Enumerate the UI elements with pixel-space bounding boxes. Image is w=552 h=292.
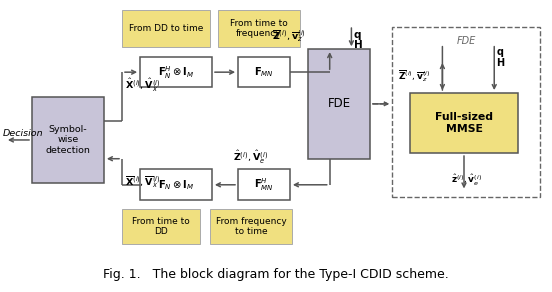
Bar <box>140 57 212 88</box>
Text: $\mathbf{F}_N \otimes \mathbf{I}_M$: $\mathbf{F}_N \otimes \mathbf{I}_M$ <box>158 178 194 192</box>
Text: FDE: FDE <box>327 97 351 110</box>
Text: $\overline{\mathbf{X}}^{(i)},\overline{\mathbf{V}}_x^{(i)}$: $\overline{\mathbf{X}}^{(i)},\overline{\… <box>125 174 161 190</box>
Text: $\hat{\mathbf{z}}^{(i)},\hat{\mathbf{v}}_e^{(i)}$: $\hat{\mathbf{z}}^{(i)},\hat{\mathbf{v}}… <box>452 173 482 188</box>
Bar <box>238 57 290 88</box>
Text: Fig. 1.   The block diagram for the Type-I CDID scheme.: Fig. 1. The block diagram for the Type-I… <box>103 268 449 281</box>
Bar <box>32 97 104 182</box>
Text: From time to
frequency: From time to frequency <box>230 19 288 38</box>
Bar <box>210 209 292 244</box>
Text: $\overline{\mathbf{Z}}^{(i)},\overline{\mathbf{v}}_z^{(i)}$: $\overline{\mathbf{Z}}^{(i)},\overline{\… <box>272 28 306 44</box>
Text: $\mathbf{q}$: $\mathbf{q}$ <box>353 29 362 41</box>
Bar <box>238 169 290 200</box>
Text: From DD to time: From DD to time <box>129 24 203 33</box>
Text: $\hat{\mathbf{X}}^{(i)},\hat{\mathbf{V}}_x^{(i)}$: $\hat{\mathbf{X}}^{(i)},\hat{\mathbf{V}}… <box>125 77 161 95</box>
Text: Decision: Decision <box>3 129 44 138</box>
Text: $\mathbf{F}_{MN}^H$: $\mathbf{F}_{MN}^H$ <box>254 176 274 193</box>
Bar <box>392 27 540 197</box>
Text: Full-sized
MMSE: Full-sized MMSE <box>435 112 493 134</box>
Text: $\overline{\mathbf{Z}}^{(i)},\overline{\mathbf{v}}_z^{(i)}$: $\overline{\mathbf{Z}}^{(i)},\overline{\… <box>398 68 431 84</box>
Bar <box>122 10 210 47</box>
Text: $\mathbf{H}$: $\mathbf{H}$ <box>496 56 506 68</box>
Text: From time to
DD: From time to DD <box>132 217 190 236</box>
Text: From frequency
to time: From frequency to time <box>216 217 286 236</box>
Text: $\mathbf{H}$: $\mathbf{H}$ <box>353 38 363 50</box>
Bar <box>140 169 212 200</box>
Text: $\mathbf{q}$: $\mathbf{q}$ <box>496 47 505 59</box>
Text: $\hat{\mathbf{Z}}^{(i)},\hat{\mathbf{V}}_e^{(i)}$: $\hat{\mathbf{Z}}^{(i)},\hat{\mathbf{V}}… <box>233 149 268 166</box>
Text: $\mathbf{F}_{MN}$: $\mathbf{F}_{MN}$ <box>254 65 274 79</box>
Bar <box>218 10 300 47</box>
Bar <box>410 93 518 153</box>
Text: $\mathbf{F}_N^H \otimes \mathbf{I}_M$: $\mathbf{F}_N^H \otimes \mathbf{I}_M$ <box>158 64 194 81</box>
Text: Symbol-
wise
detection: Symbol- wise detection <box>46 125 91 155</box>
Bar <box>308 49 370 159</box>
Bar <box>122 209 200 244</box>
Text: FDE: FDE <box>457 36 476 46</box>
